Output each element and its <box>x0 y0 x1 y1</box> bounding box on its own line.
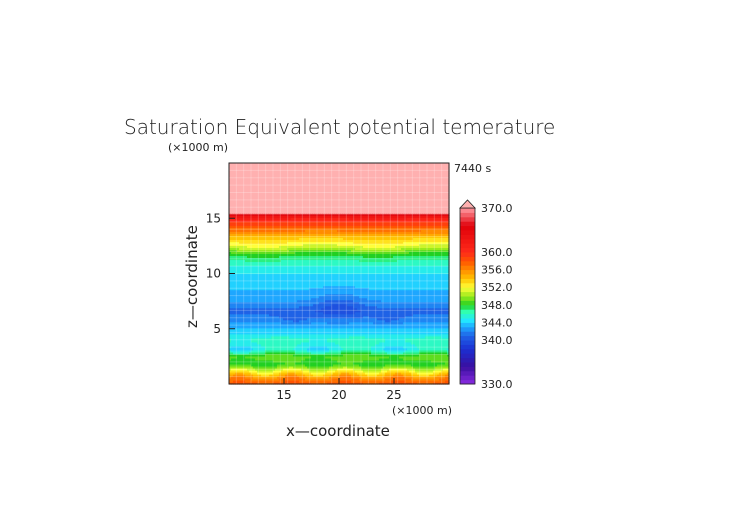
colorbar-level <box>460 230 475 235</box>
colorbar-level <box>460 353 475 359</box>
chart-title: Saturation Equivalent potential temeratu… <box>124 115 555 139</box>
colorbar-level <box>460 335 475 341</box>
colorbar-level <box>460 221 475 227</box>
colorbar-tick-label: 360.0 <box>481 246 513 259</box>
colorbar-level <box>460 348 475 354</box>
x-tick-label: 25 <box>386 388 401 402</box>
y-axis-label: z—coordinate <box>183 225 201 328</box>
colorbar-level <box>460 238 475 244</box>
x-axis-label: x—coordinate <box>286 422 390 440</box>
colorbar-level <box>460 318 475 323</box>
colorbar-level <box>460 366 475 372</box>
colorbar-level <box>460 265 475 271</box>
colorbar-level <box>460 208 475 213</box>
colorbar-tick-label: 370.0 <box>481 202 513 215</box>
colorbar-level <box>460 216 475 222</box>
colorbar-level <box>460 304 475 310</box>
colorbar-level <box>460 278 475 284</box>
colorbar-level <box>460 344 475 350</box>
colorbar-tick-label: 344.0 <box>481 316 513 329</box>
colorbar-tick-label: 356.0 <box>481 264 513 277</box>
colorbar-level <box>460 313 475 319</box>
colorbar-level <box>460 322 475 328</box>
colorbar-level <box>460 260 475 266</box>
colorbar-level <box>460 379 475 385</box>
colorbar-tick-label: 348.0 <box>481 299 513 312</box>
x-tick-label: 15 <box>276 388 291 402</box>
colorbar-level <box>460 256 475 262</box>
colorbar-level <box>460 247 475 253</box>
axes: 15 20 25 5 10 15 <box>206 162 450 402</box>
colorbar-level <box>460 291 475 297</box>
colorbar-level <box>460 326 475 332</box>
colorbar-level <box>460 296 475 301</box>
colorbar-level <box>460 282 475 288</box>
colorbar-level <box>460 243 475 249</box>
colorbar-level <box>460 375 475 381</box>
colorbar-level <box>460 234 475 240</box>
contour-plot-area <box>229 163 450 385</box>
colorbar-extend-max <box>459 199 476 209</box>
time-label: 7440 s <box>454 162 491 175</box>
colorbar-level <box>460 357 475 363</box>
colorbar-level <box>460 340 475 345</box>
colorbar-level <box>460 269 475 275</box>
colorbar-level <box>460 309 475 315</box>
y-tick-label: 15 <box>206 211 221 225</box>
colorbar-tick-label: 352.0 <box>481 281 513 294</box>
y-tick-label: 10 <box>206 267 221 281</box>
colorbar-level <box>460 252 475 257</box>
colorbar-level <box>460 212 475 218</box>
colorbar-level <box>460 370 475 376</box>
y-unit-label: (×1000 m) <box>168 141 228 154</box>
x-unit-label: (×1000 m) <box>392 404 452 417</box>
x-tick-label: 20 <box>331 388 346 402</box>
colorbar-level <box>460 362 475 367</box>
colorbar-level <box>460 287 475 293</box>
colorbar-tick-label: 340.0 <box>481 334 513 347</box>
y-tick-label: 5 <box>213 322 221 336</box>
colorbar: 370.0 360.0 356.0 352.0 348.0 344.0 340.0 330.0 <box>459 199 513 391</box>
colorbar-level <box>460 331 475 337</box>
colorbar-level <box>460 274 475 279</box>
colorbar-level <box>460 225 475 231</box>
colorbar-tick-label: 330.0 <box>481 378 513 391</box>
colorbar-level <box>460 300 475 306</box>
